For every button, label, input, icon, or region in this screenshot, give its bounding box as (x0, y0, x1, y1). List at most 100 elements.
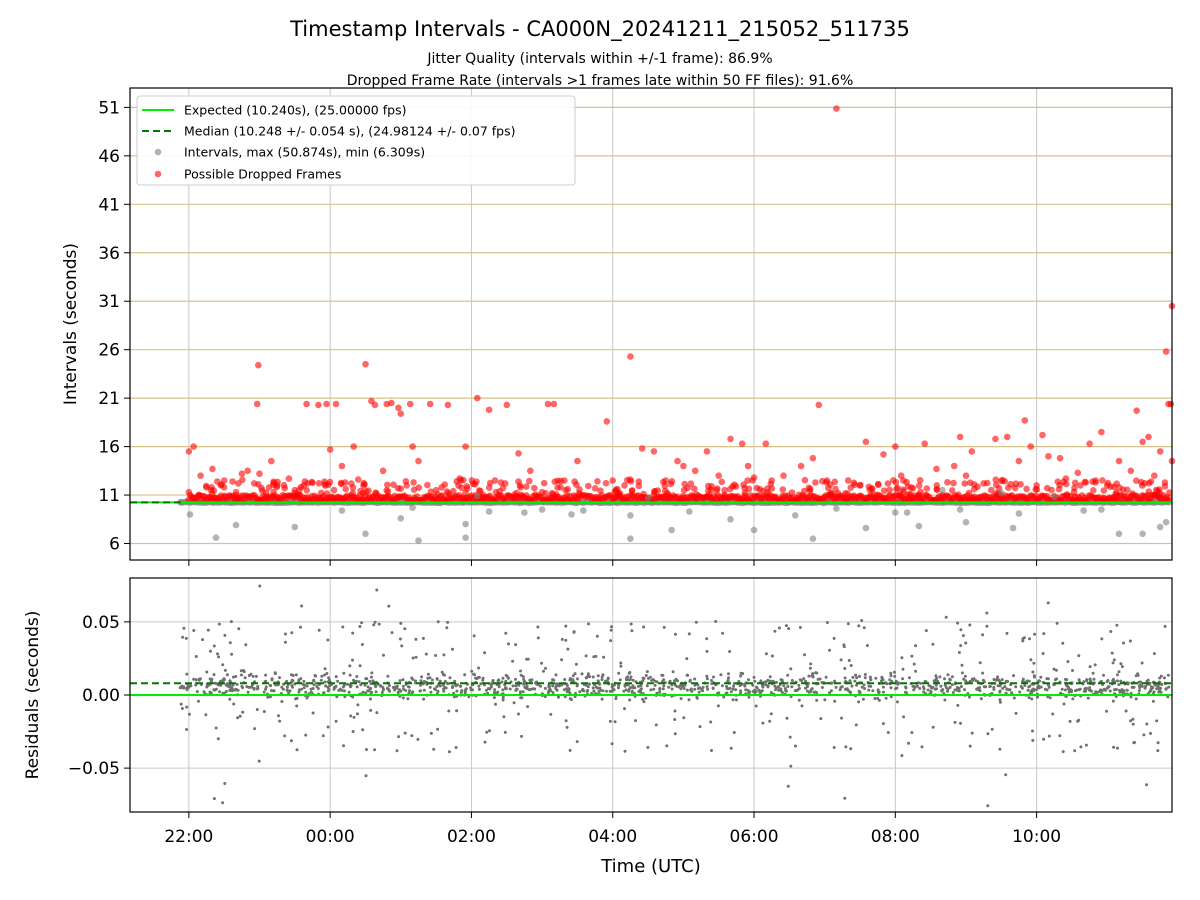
residual-point (1164, 687, 1168, 691)
residual-point (185, 672, 189, 676)
dropped-frame-point (397, 410, 405, 418)
residual-point (304, 733, 308, 737)
residual-point (1155, 719, 1159, 723)
residual-point (551, 691, 555, 695)
dropped-frame-point (868, 485, 876, 492)
dropped-frame-point (250, 480, 258, 487)
residual-point (458, 684, 462, 688)
residual-point (752, 675, 756, 679)
dropped-frame-point (388, 399, 395, 407)
dropped-frame-point (602, 479, 610, 487)
dropped-frame-point (323, 490, 331, 497)
residual-point (278, 676, 281, 680)
dropped-frame-point (640, 490, 647, 498)
dropped-frame-point (427, 488, 435, 496)
residual-point (953, 720, 957, 724)
dropped-frame-point (1071, 484, 1078, 492)
residual-point (1088, 665, 1092, 669)
dropped-frame-point (1100, 487, 1108, 494)
residual-point (1014, 685, 1018, 689)
residual-point (996, 675, 1000, 679)
residual-point (1145, 722, 1149, 726)
residual-point (591, 675, 595, 679)
dropped-frame-point (597, 487, 604, 495)
dropped-frame-point (907, 491, 915, 499)
residual-point (368, 679, 372, 683)
residual-point (194, 655, 198, 658)
dropped-frame-point (371, 401, 379, 409)
residual-point (1149, 731, 1152, 735)
residual-point (395, 684, 399, 688)
dropped-frame-point (499, 484, 507, 492)
dropped-frame-point (1165, 494, 1173, 502)
dropped-frame-point (980, 480, 987, 487)
residual-point (564, 719, 568, 723)
residual-point (316, 687, 320, 690)
residual-point (893, 670, 896, 674)
residual-point (609, 639, 613, 643)
residual-point (1166, 695, 1170, 699)
residual-point (1079, 745, 1083, 749)
dropped-frame-point (944, 479, 951, 486)
dropped-frame-point (815, 401, 823, 409)
residual-point (660, 673, 664, 677)
residual-point (964, 641, 968, 645)
residual-point (1052, 667, 1056, 671)
dropped-frame-point (309, 479, 316, 487)
dropped-frame-point (254, 361, 262, 369)
residual-point (732, 684, 736, 688)
residual-point (705, 649, 709, 653)
residual-point (1157, 686, 1161, 690)
residual-point (857, 700, 861, 704)
dropped-frame-point (797, 462, 805, 470)
residual-point (613, 720, 617, 724)
residual-point (1085, 679, 1089, 683)
legend-label: Intervals, max (50.874s), min (6.309s) (184, 145, 425, 160)
residual-point (442, 689, 446, 693)
residual-point (426, 676, 430, 680)
residual-point (889, 686, 893, 690)
residual-point (430, 678, 434, 682)
residual-point (355, 685, 359, 689)
residual-point (1051, 712, 1055, 716)
residual-point (591, 686, 595, 690)
residual-point (710, 678, 713, 682)
dropped-frame-point (585, 482, 592, 490)
residual-point (403, 627, 407, 631)
residual-point (953, 688, 957, 692)
residual-point (429, 731, 433, 735)
residual-point (242, 669, 245, 672)
residual-point (889, 671, 893, 675)
residual-point (800, 679, 804, 683)
dropped-frame-point (741, 489, 749, 497)
residual-point (959, 628, 963, 632)
residual-point (960, 663, 964, 667)
residual-point (794, 744, 797, 748)
top-y-tick-label: 36 (98, 244, 120, 264)
residual-point (1046, 695, 1050, 699)
residual-point (768, 719, 772, 723)
residual-point (747, 678, 750, 682)
dropped-frame-point (1017, 481, 1024, 488)
dropped-frame-point (268, 457, 275, 465)
residual-point (1012, 674, 1015, 678)
legend-label: Median (10.248 +/- 0.054 s), (24.98124 +… (184, 124, 515, 139)
dropped-frame-point (1129, 490, 1136, 497)
residual-point (400, 644, 404, 648)
residual-point (695, 695, 699, 699)
dropped-frame-point (238, 470, 246, 478)
residual-point (369, 675, 373, 679)
residual-point (914, 644, 918, 648)
residual-point (810, 687, 814, 691)
residual-point (811, 672, 815, 676)
dropped-frame-point (897, 472, 905, 480)
residual-point (504, 679, 508, 683)
residual-point (406, 697, 410, 701)
dropped-frame-point (485, 406, 493, 414)
interval-point (686, 508, 693, 515)
dropped-frame-point (406, 400, 414, 408)
residual-point (863, 687, 866, 690)
residual-point (968, 744, 972, 748)
residual-point (217, 622, 221, 626)
residual-point (1066, 660, 1070, 664)
